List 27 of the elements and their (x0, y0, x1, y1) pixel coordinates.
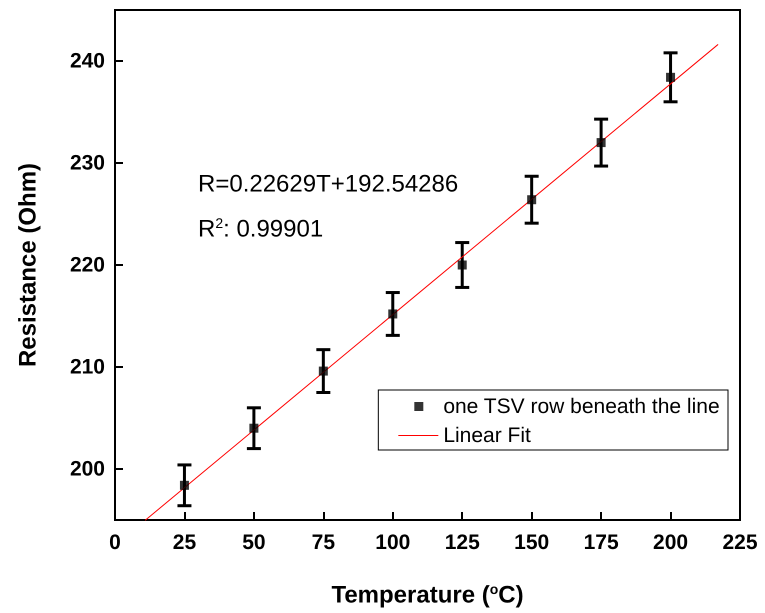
x-tick-label: 175 (584, 531, 619, 554)
point (666, 72, 676, 82)
y-tick-label: 240 (70, 50, 105, 72)
x-tick-label: 125 (444, 531, 480, 554)
x-tick-label: 200 (653, 531, 688, 554)
point (249, 424, 258, 433)
x-tick-label: 25 (172, 531, 196, 554)
annotation: R=0.22629T+192.54286 (198, 170, 458, 198)
x-tick-label: 100 (375, 531, 410, 554)
point (458, 260, 467, 270)
point (596, 138, 606, 148)
point (388, 309, 398, 318)
y-tick-label: 220 (70, 254, 105, 276)
x-tick-label: 225 (722, 531, 758, 554)
y-tick-label: 210 (70, 356, 105, 378)
x-tick-label: 150 (514, 531, 550, 554)
point (180, 480, 189, 490)
point (318, 366, 328, 376)
point (527, 195, 536, 204)
x-tick-label: 0 (109, 531, 121, 554)
legend-label: one TSV row beneath the line (443, 395, 720, 418)
y-tick-label: 200 (70, 458, 105, 480)
x-tick-label: 75 (312, 531, 336, 554)
y-tick-label: 230 (70, 152, 105, 174)
x-tick-label: 50 (242, 531, 266, 554)
legend-label: Linear Fit (443, 424, 532, 447)
y-axis-title: Resistance (Ohm) (14, 162, 42, 368)
